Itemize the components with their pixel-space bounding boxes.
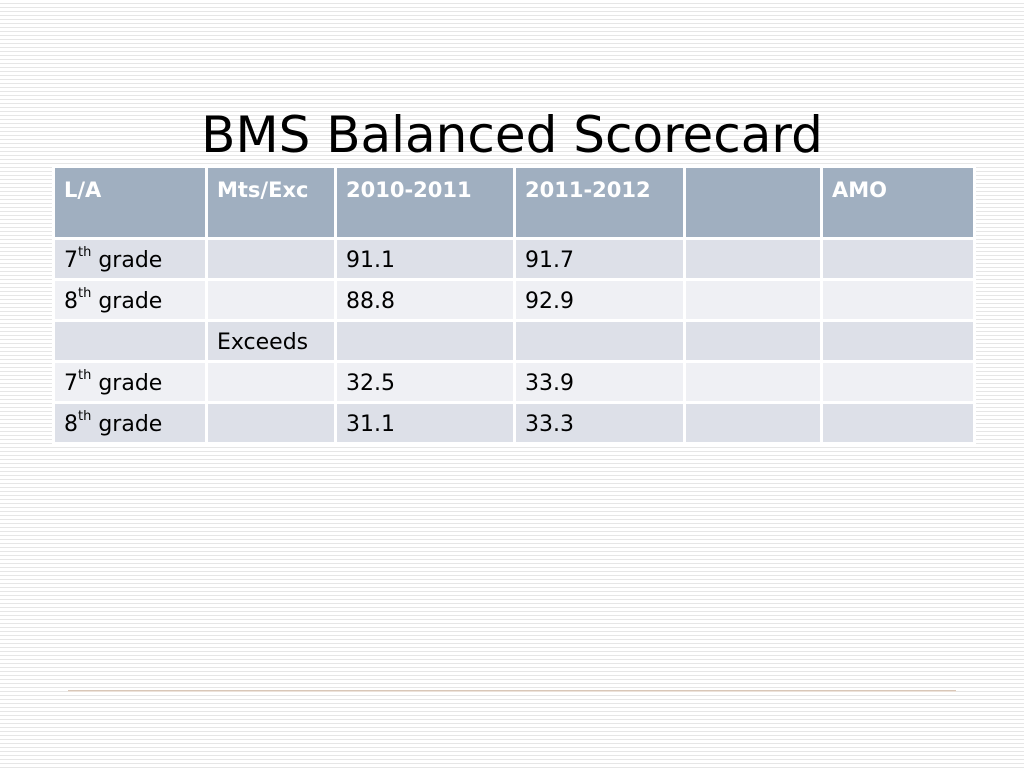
grade-number: 7 — [64, 248, 78, 273]
grade-suffix: th — [78, 408, 92, 424]
amo-cell — [820, 360, 976, 404]
mts-exc-cell: Exceeds — [205, 319, 337, 363]
footer-divider — [68, 690, 956, 692]
slide-title: BMS Balanced Scorecard — [201, 106, 823, 164]
grade-cell: 8th grade — [52, 278, 208, 322]
mts-exc-cell — [205, 360, 337, 404]
amo-cell — [820, 401, 976, 445]
grade-suffix: th — [78, 367, 92, 383]
scorecard-table: L/A Mts/Exc 2010-2011 2011-2012 AMO 7th … — [52, 165, 976, 445]
mts-exc-cell — [205, 278, 337, 322]
grade-suffix: th — [78, 285, 92, 301]
value-2011-2012 — [513, 319, 686, 363]
header-amo: AMO — [820, 165, 976, 240]
blank-cell — [683, 237, 823, 281]
table-row: 7th grade 91.1 91.7 — [52, 237, 976, 281]
blank-cell — [683, 401, 823, 445]
value-2010-2011: 88.8 — [334, 278, 516, 322]
grade-cell: 8th grade — [52, 401, 208, 445]
header-row: L/A Mts/Exc 2010-2011 2011-2012 AMO — [52, 165, 976, 240]
table-row: 8th grade 88.8 92.9 — [52, 278, 976, 322]
table-row: 8th grade 31.1 33.3 — [52, 401, 976, 445]
grade-cell: 7th grade — [52, 360, 208, 404]
mts-exc-cell — [205, 237, 337, 281]
grade-number: 8 — [64, 289, 78, 314]
value-2011-2012: 33.3 — [513, 401, 686, 445]
blank-cell — [683, 319, 823, 363]
amo-cell — [820, 278, 976, 322]
grade-number: 8 — [64, 412, 78, 437]
value-2011-2012: 92.9 — [513, 278, 686, 322]
table-row: Exceeds — [52, 319, 976, 363]
header-mts-exc: Mts/Exc — [205, 165, 337, 240]
amo-cell — [820, 319, 976, 363]
blank-cell — [683, 360, 823, 404]
value-2010-2011: 31.1 — [334, 401, 516, 445]
grade-number: 7 — [64, 371, 78, 396]
value-2011-2012: 91.7 — [513, 237, 686, 281]
grade-cell: 7th grade — [52, 237, 208, 281]
value-2010-2011: 32.5 — [334, 360, 516, 404]
grade-cell — [52, 319, 208, 363]
grade-word: grade — [98, 248, 163, 273]
header-2011-2012: 2011-2012 — [513, 165, 686, 240]
header-la: L/A — [52, 165, 208, 240]
value-2010-2011 — [334, 319, 516, 363]
blank-cell — [683, 278, 823, 322]
mts-exc-cell — [205, 401, 337, 445]
table-row: 7th grade 32.5 33.9 — [52, 360, 976, 404]
grade-word: grade — [98, 289, 163, 314]
header-2010-2011: 2010-2011 — [334, 165, 516, 240]
grade-word: grade — [98, 412, 163, 437]
grade-suffix: th — [78, 244, 92, 260]
grade-word: grade — [98, 371, 163, 396]
value-2011-2012: 33.9 — [513, 360, 686, 404]
amo-cell — [820, 237, 976, 281]
header-blank — [683, 165, 823, 240]
value-2010-2011: 91.1 — [334, 237, 516, 281]
